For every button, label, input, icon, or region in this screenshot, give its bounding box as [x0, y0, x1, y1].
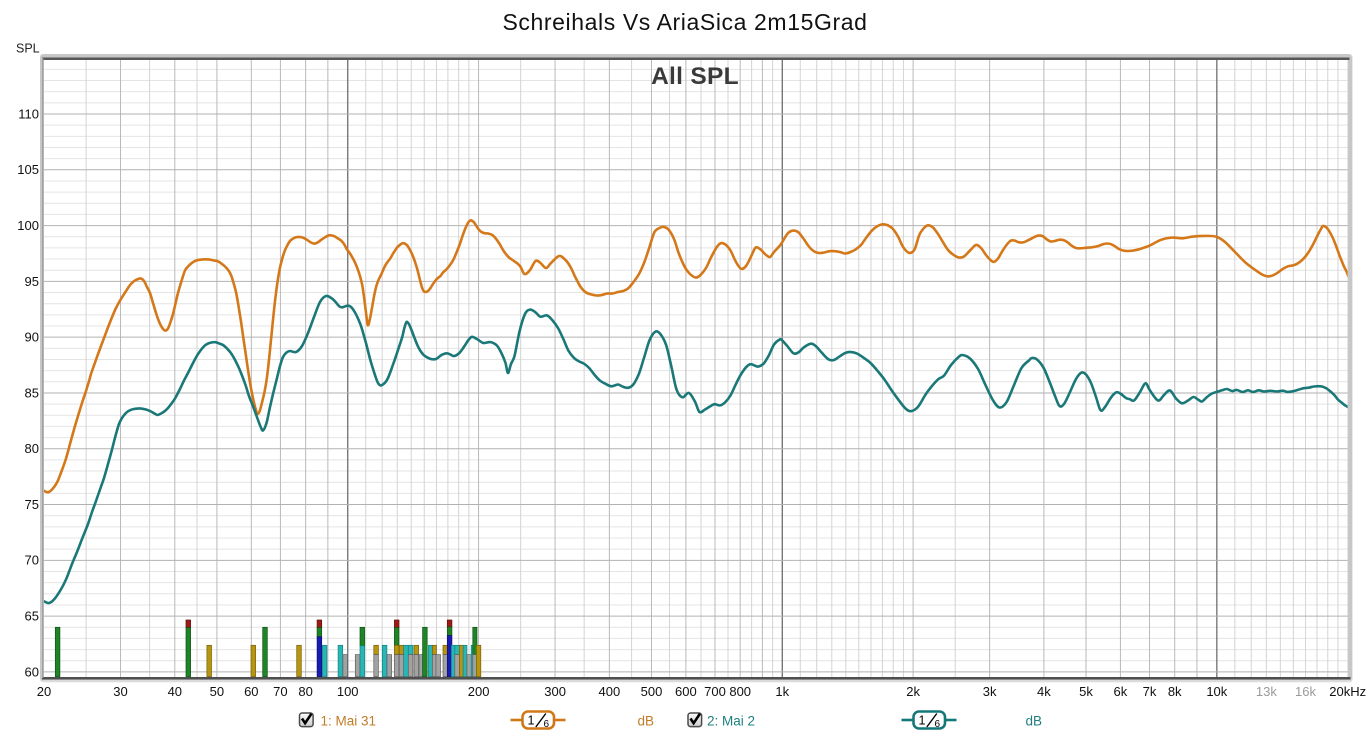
svg-text:800: 800: [729, 684, 751, 699]
svg-text:5k: 5k: [1079, 684, 1093, 699]
svg-text:70: 70: [273, 684, 287, 699]
svg-text:100: 100: [17, 218, 39, 233]
svg-text:700: 700: [704, 684, 726, 699]
svg-text:90: 90: [25, 330, 39, 345]
svg-text:1: Mai 31: 1: Mai 31: [321, 714, 377, 729]
svg-text:95: 95: [25, 274, 39, 289]
svg-text:85: 85: [25, 385, 39, 400]
svg-text:60: 60: [244, 684, 258, 699]
svg-text:3k: 3k: [983, 684, 997, 699]
svg-text:6k: 6k: [1114, 684, 1128, 699]
svg-text:70: 70: [25, 553, 39, 568]
svg-text:200: 200: [468, 684, 490, 699]
svg-text:40: 40: [168, 684, 182, 699]
svg-text:dB: dB: [638, 714, 655, 729]
svg-text:2k: 2k: [906, 684, 920, 699]
svg-text:400: 400: [599, 684, 621, 699]
svg-text:13k: 13k: [1256, 684, 1277, 699]
svg-text:500: 500: [641, 684, 663, 699]
svg-text:100: 100: [337, 684, 359, 699]
svg-text:600: 600: [675, 684, 697, 699]
svg-text:4k: 4k: [1037, 684, 1051, 699]
svg-text:6: 6: [935, 719, 941, 730]
svg-text:dB: dB: [1026, 714, 1043, 729]
svg-text:16k: 16k: [1295, 684, 1316, 699]
svg-text:1: 1: [528, 714, 535, 728]
svg-text:65: 65: [25, 609, 39, 624]
svg-text:105: 105: [17, 162, 39, 177]
svg-text:Schreihals Vs AriaSica 2m15Gra: Schreihals Vs AriaSica 2m15Grad: [502, 9, 867, 35]
svg-text:110: 110: [18, 106, 39, 121]
svg-text:80: 80: [25, 441, 39, 456]
svg-text:60: 60: [25, 664, 39, 679]
svg-text:All SPL: All SPL: [651, 63, 739, 90]
svg-text:8k: 8k: [1168, 684, 1182, 699]
svg-text:300: 300: [544, 684, 566, 699]
svg-text:20: 20: [37, 684, 51, 699]
svg-text:30: 30: [113, 684, 127, 699]
svg-text:50: 50: [210, 684, 224, 699]
svg-text:80: 80: [298, 684, 312, 699]
svg-text:1k: 1k: [775, 684, 789, 699]
svg-text:10k: 10k: [1206, 684, 1227, 699]
svg-text:7k: 7k: [1143, 684, 1157, 699]
svg-text:6: 6: [544, 719, 550, 730]
svg-text:SPL: SPL: [16, 42, 40, 56]
svg-text:1: 1: [919, 714, 926, 728]
svg-text:2: Mai 2: 2: Mai 2: [707, 714, 755, 729]
svg-text:20kHz: 20kHz: [1329, 684, 1366, 699]
svg-text:75: 75: [25, 497, 39, 512]
